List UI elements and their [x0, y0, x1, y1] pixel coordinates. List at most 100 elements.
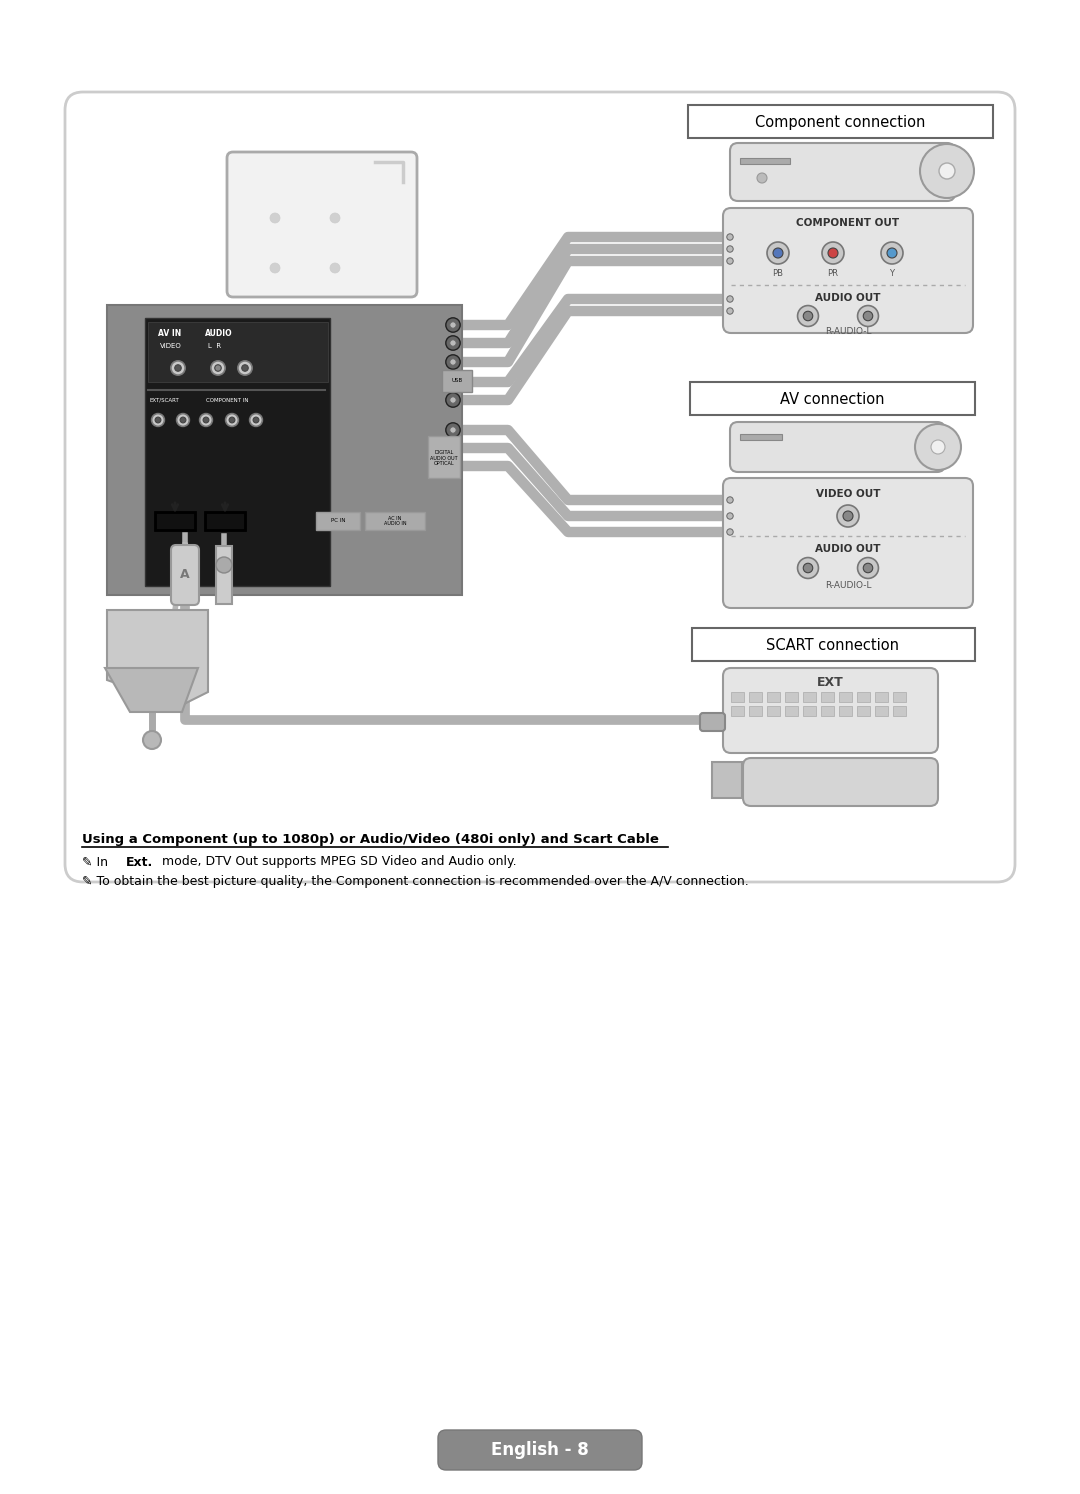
Circle shape	[143, 731, 161, 748]
Bar	[365, 512, 426, 530]
Text: COMPONENT IN: COMPONENT IN	[206, 397, 248, 402]
Text: PB: PB	[772, 269, 783, 278]
Circle shape	[723, 493, 738, 506]
Circle shape	[723, 303, 738, 318]
Circle shape	[727, 308, 733, 314]
Circle shape	[200, 414, 213, 426]
Circle shape	[446, 375, 460, 390]
Bar	[858, 692, 870, 702]
Bar	[767, 707, 780, 716]
Circle shape	[723, 254, 738, 269]
Bar	[156, 512, 195, 530]
Bar	[731, 707, 744, 716]
Bar	[821, 692, 834, 702]
FancyBboxPatch shape	[171, 545, 199, 605]
Circle shape	[939, 163, 955, 179]
Circle shape	[177, 414, 189, 426]
Circle shape	[773, 248, 783, 258]
FancyBboxPatch shape	[730, 143, 955, 202]
Circle shape	[837, 505, 859, 527]
Bar	[731, 692, 744, 702]
Bar	[804, 707, 816, 716]
Bar	[893, 707, 906, 716]
Bar	[107, 305, 462, 595]
FancyBboxPatch shape	[700, 713, 725, 731]
Bar	[821, 707, 834, 716]
Circle shape	[171, 362, 185, 375]
Circle shape	[446, 336, 460, 350]
Circle shape	[757, 173, 767, 182]
Circle shape	[446, 459, 460, 474]
Circle shape	[330, 214, 340, 223]
Circle shape	[863, 563, 873, 572]
FancyBboxPatch shape	[65, 93, 1015, 881]
Polygon shape	[107, 610, 208, 707]
Circle shape	[229, 417, 235, 423]
Text: PC IN: PC IN	[330, 518, 346, 523]
Circle shape	[858, 306, 878, 327]
Circle shape	[449, 397, 456, 403]
Circle shape	[881, 242, 903, 264]
Circle shape	[249, 414, 262, 426]
Text: EXT/SCART: EXT/SCART	[150, 397, 179, 402]
Text: A: A	[180, 568, 190, 581]
Circle shape	[727, 258, 733, 264]
Circle shape	[449, 359, 456, 365]
Text: mode, DTV Out supports MPEG SD Video and Audio only.: mode, DTV Out supports MPEG SD Video and…	[158, 856, 516, 868]
Circle shape	[226, 414, 239, 426]
Circle shape	[270, 263, 280, 273]
Circle shape	[723, 291, 738, 306]
Circle shape	[858, 557, 878, 578]
Circle shape	[931, 441, 945, 454]
Bar	[148, 323, 328, 382]
Circle shape	[446, 423, 460, 438]
Bar	[858, 707, 870, 716]
Text: EXT: EXT	[816, 677, 843, 690]
Bar	[216, 545, 232, 604]
Circle shape	[727, 233, 733, 241]
Bar	[145, 318, 330, 586]
Circle shape	[727, 247, 733, 252]
Circle shape	[180, 417, 186, 423]
Circle shape	[449, 427, 456, 433]
Circle shape	[920, 143, 974, 199]
Bar	[804, 692, 816, 702]
Circle shape	[203, 417, 208, 423]
FancyBboxPatch shape	[438, 1430, 642, 1470]
Circle shape	[797, 306, 819, 327]
Text: ✎ In: ✎ In	[82, 856, 112, 868]
Circle shape	[449, 463, 456, 469]
Text: Y: Y	[890, 269, 894, 278]
Circle shape	[767, 242, 789, 264]
Circle shape	[446, 354, 460, 369]
Circle shape	[330, 263, 340, 273]
Bar	[767, 692, 780, 702]
Circle shape	[253, 417, 259, 423]
Polygon shape	[105, 668, 198, 713]
Circle shape	[242, 365, 248, 371]
Circle shape	[449, 379, 456, 385]
Circle shape	[175, 365, 181, 371]
Bar	[205, 512, 245, 530]
Circle shape	[211, 362, 225, 375]
Bar	[688, 105, 993, 137]
Circle shape	[723, 509, 738, 523]
Text: USB: USB	[451, 378, 462, 384]
Polygon shape	[712, 762, 742, 798]
Circle shape	[727, 529, 733, 535]
Bar	[875, 692, 888, 702]
Bar	[839, 692, 852, 702]
Text: SCART connection: SCART connection	[767, 638, 900, 653]
Circle shape	[238, 362, 252, 375]
Circle shape	[797, 557, 819, 578]
Bar	[839, 707, 852, 716]
Circle shape	[216, 557, 232, 574]
Circle shape	[446, 393, 460, 408]
Text: Ext.: Ext.	[126, 856, 153, 868]
Text: PR: PR	[827, 269, 838, 278]
Text: Using a Component (up to 1080p) or Audio/Video (480i only) and Scart Cable: Using a Component (up to 1080p) or Audio…	[82, 834, 659, 847]
Text: AC IN
AUDIO IN: AC IN AUDIO IN	[383, 515, 406, 526]
Circle shape	[449, 339, 456, 347]
Circle shape	[822, 242, 843, 264]
Text: L  R: L R	[208, 344, 221, 350]
